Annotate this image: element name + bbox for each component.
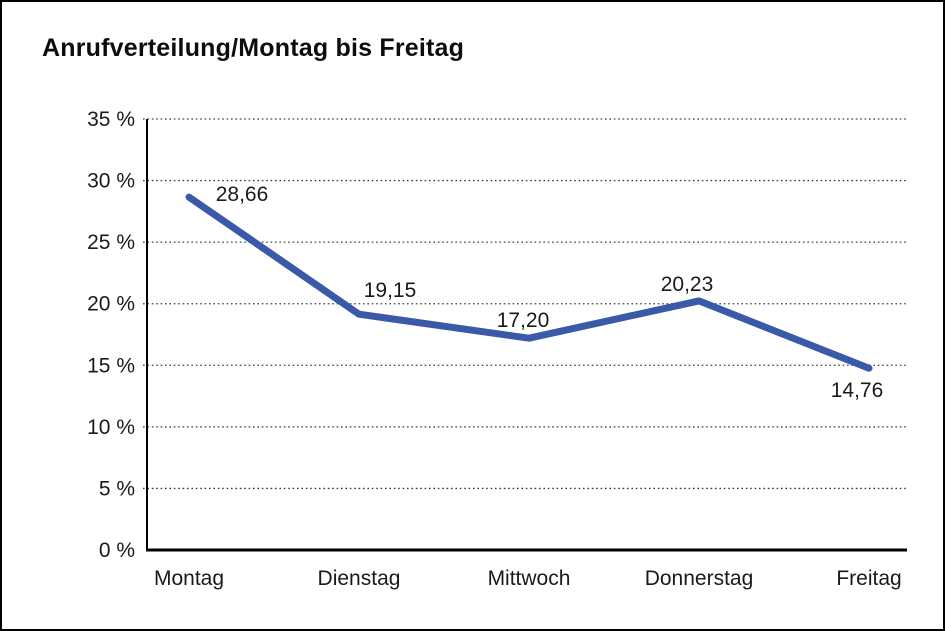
- svg-text:5 %: 5 %: [99, 477, 135, 500]
- svg-text:15 %: 15 %: [87, 354, 135, 377]
- gridlines: [143, 118, 907, 490]
- svg-text:35 %: 35 %: [87, 108, 135, 131]
- svg-text:25 %: 25 %: [87, 231, 135, 254]
- chart-title: Anrufverteilung/Montag bis Freitag: [42, 34, 465, 62]
- svg-text:19,15: 19,15: [364, 279, 417, 302]
- x-category-labels: Montag Dienstag Mittwoch Donnerstag Freitag: [154, 567, 902, 590]
- svg-text:Freitag: Freitag: [836, 567, 901, 590]
- svg-text:Dienstag: Dienstag: [318, 567, 401, 590]
- svg-text:20 %: 20 %: [87, 293, 135, 316]
- svg-text:30 %: 30 %: [87, 170, 135, 193]
- svg-text:10 %: 10 %: [87, 416, 135, 439]
- svg-text:Montag: Montag: [154, 567, 224, 590]
- svg-text:14,76: 14,76: [831, 379, 884, 402]
- series-line: [185, 193, 873, 372]
- svg-text:Mittwoch: Mittwoch: [488, 567, 571, 590]
- y-tick-labels: 0 % 5 % 10 % 15 % 20 % 25 % 30 % 35 %: [87, 108, 135, 562]
- svg-text:17,20: 17,20: [497, 309, 550, 332]
- svg-text:28,66: 28,66: [216, 183, 269, 206]
- data-labels: 28,66 19,15 17,20 20,23 14,76: [216, 183, 884, 402]
- svg-text:0 %: 0 %: [99, 539, 135, 562]
- svg-text:Donnerstag: Donnerstag: [645, 567, 754, 590]
- svg-text:20,23: 20,23: [661, 273, 714, 296]
